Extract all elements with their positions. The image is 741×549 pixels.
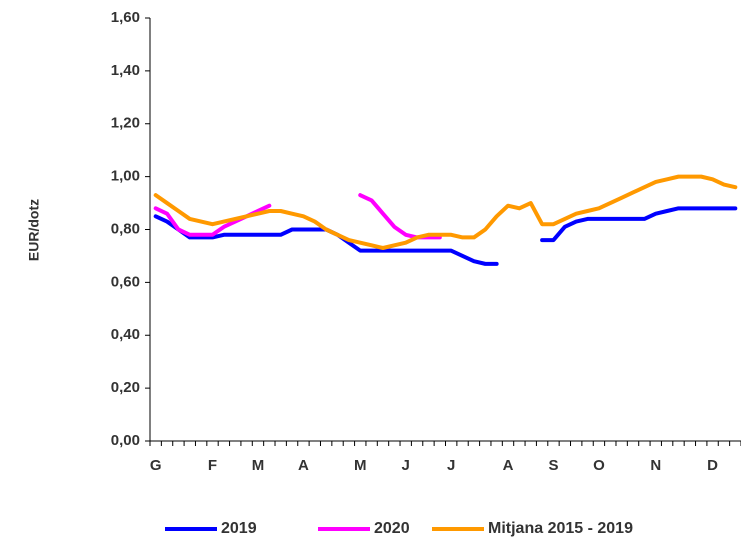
x-tick-label: M	[252, 457, 265, 474]
y-tick-label: 0,20	[111, 379, 140, 396]
x-tick-label: D	[707, 457, 718, 474]
x-tick-label: S	[548, 457, 558, 474]
y-tick-label: 0,60	[111, 273, 140, 290]
legend-label: Mitjana 2015 - 2019	[488, 520, 633, 537]
x-tick-label: G	[150, 457, 162, 474]
x-tick-label: F	[208, 457, 217, 474]
y-tick-label: 0,00	[111, 432, 140, 449]
legend-label: 2019	[221, 520, 257, 537]
x-tick-label: O	[593, 457, 605, 474]
x-tick-label: A	[298, 457, 309, 474]
line-series	[153, 174, 738, 251]
x-tick-label: J	[402, 457, 410, 474]
x-tick-label: A	[503, 457, 514, 474]
y-tick-label: 1,40	[111, 62, 140, 79]
y-tick-label: 1,00	[111, 168, 140, 185]
x-tick-label: M	[354, 457, 367, 474]
y-tick-label: 0,80	[111, 220, 140, 237]
x-tick-label: N	[650, 457, 661, 474]
legend-label: 2020	[374, 520, 410, 537]
y-tick-label: 0,40	[111, 326, 140, 343]
y-tick-label: 1,60	[111, 9, 140, 26]
line-series	[358, 193, 442, 240]
line-series	[540, 206, 738, 243]
line-series	[153, 203, 272, 237]
x-tick-label: J	[447, 457, 455, 474]
y-axis-label: EUR/dotz	[26, 199, 42, 261]
y-tick-label: 1,20	[111, 115, 140, 132]
